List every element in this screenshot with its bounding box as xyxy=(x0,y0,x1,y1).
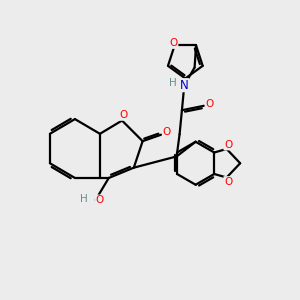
Text: O: O xyxy=(162,127,171,137)
Text: O: O xyxy=(205,99,213,109)
Text: O: O xyxy=(169,38,178,48)
Text: H: H xyxy=(80,194,88,205)
Text: O: O xyxy=(95,195,103,205)
Text: H: H xyxy=(169,78,177,88)
Text: N: N xyxy=(180,79,189,92)
Text: O: O xyxy=(224,177,232,187)
Text: O: O xyxy=(119,110,128,120)
Text: O: O xyxy=(224,140,232,150)
